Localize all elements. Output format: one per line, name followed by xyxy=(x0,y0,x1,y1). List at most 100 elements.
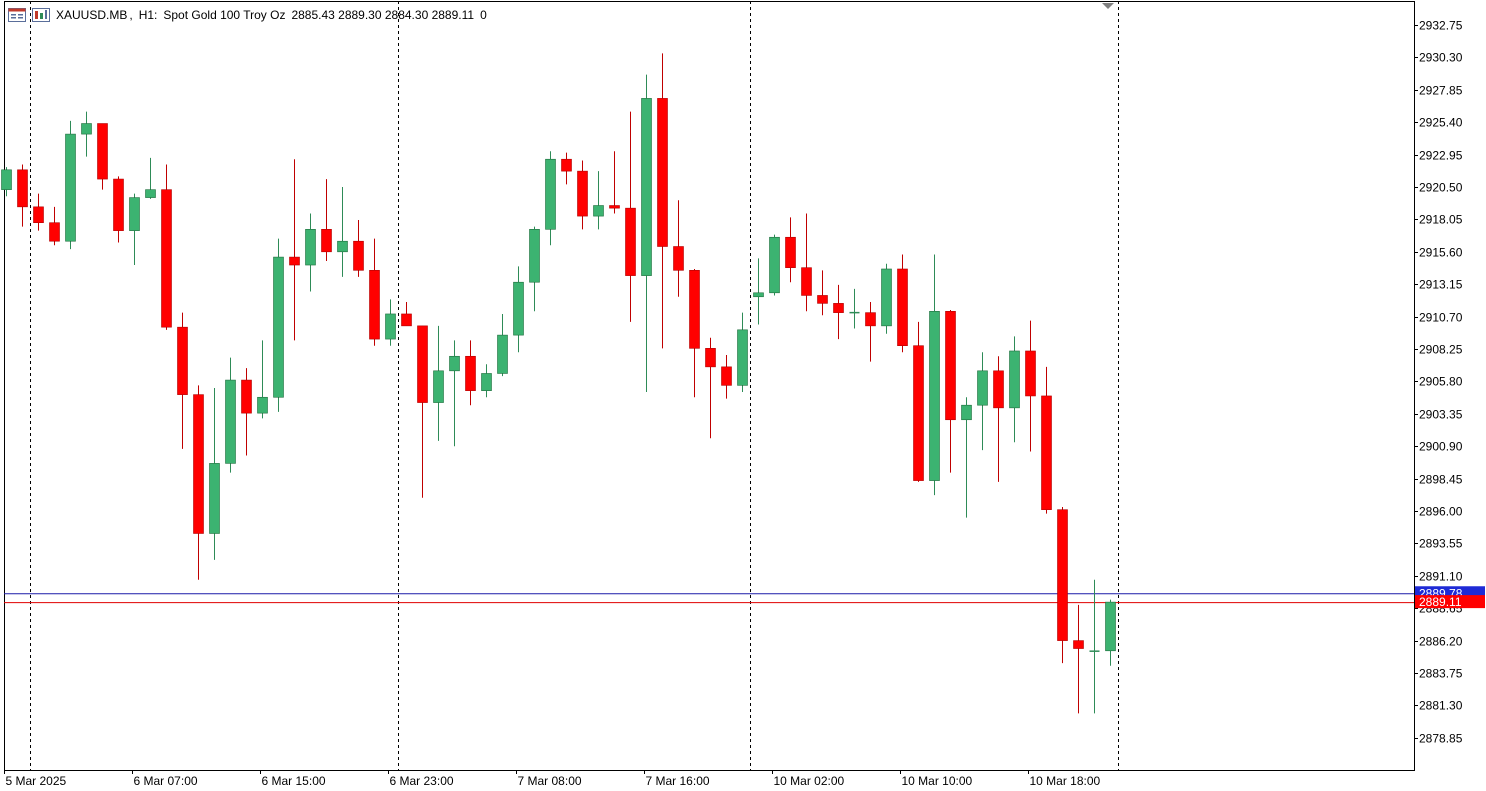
chart-shift-marker-icon[interactable] xyxy=(1102,3,1114,9)
candle-57[interactable] xyxy=(913,321,924,482)
candle-9[interactable] xyxy=(145,157,156,199)
candle-31[interactable] xyxy=(497,313,508,377)
candle-14[interactable] xyxy=(225,357,236,473)
candle-26[interactable] xyxy=(417,325,428,498)
candle-4[interactable] xyxy=(65,120,76,250)
candle-44[interactable] xyxy=(705,337,716,439)
candle-43[interactable] xyxy=(689,268,700,398)
candle-68[interactable] xyxy=(1089,579,1100,714)
candle-body xyxy=(561,158,572,172)
candle-body xyxy=(945,311,956,421)
candle-19[interactable] xyxy=(305,213,316,292)
price-tick-label: 2903.35 xyxy=(1419,408,1463,422)
candle-body xyxy=(497,334,508,374)
candle-51[interactable] xyxy=(817,270,828,316)
candle-59[interactable] xyxy=(945,309,956,473)
candle-20[interactable] xyxy=(321,179,332,262)
candle-37[interactable] xyxy=(593,171,604,230)
candle-1[interactable] xyxy=(17,164,28,227)
candle-body xyxy=(177,326,188,395)
candle-body xyxy=(449,355,460,372)
candle-55[interactable] xyxy=(881,263,892,334)
indicators-icon[interactable] xyxy=(32,8,50,22)
candle-34[interactable] xyxy=(545,151,556,246)
candle-17[interactable] xyxy=(273,238,284,412)
price-tick-label: 2898.45 xyxy=(1419,473,1463,487)
candle-body xyxy=(1,169,12,190)
candle-10[interactable] xyxy=(161,164,172,330)
candle-body xyxy=(209,463,220,534)
candle-body xyxy=(897,268,908,346)
candle-42[interactable] xyxy=(673,200,684,297)
candle-15[interactable] xyxy=(241,368,252,456)
candle-body xyxy=(737,329,748,386)
candle-21[interactable] xyxy=(337,187,348,277)
candle-63[interactable] xyxy=(1009,336,1020,443)
candle-13[interactable] xyxy=(209,388,220,560)
candle-5[interactable] xyxy=(81,111,92,157)
candle-49[interactable] xyxy=(785,217,796,283)
candle-33[interactable] xyxy=(529,226,540,312)
candle-54[interactable] xyxy=(865,302,876,362)
price-tick-label: 2922.95 xyxy=(1419,149,1463,163)
candle-60[interactable] xyxy=(961,397,972,518)
price-tick-label: 2893.55 xyxy=(1419,537,1463,551)
candle-body xyxy=(289,256,300,266)
candle-65[interactable] xyxy=(1041,366,1052,514)
candle-62[interactable] xyxy=(993,356,1004,482)
time-axis[interactable]: 5 Mar 2025 6 Mar 07:00 6 Mar 15:00 6 Mar 23… xyxy=(4,770,1101,788)
candle-body xyxy=(513,281,524,336)
candle-22[interactable] xyxy=(353,220,364,277)
candle-39[interactable] xyxy=(625,111,636,322)
candle-47[interactable] xyxy=(753,258,764,325)
candle-12[interactable] xyxy=(193,385,204,580)
candle-53[interactable] xyxy=(849,288,860,329)
candle-56[interactable] xyxy=(897,254,908,353)
candle-46[interactable] xyxy=(737,312,748,392)
candle-58[interactable] xyxy=(929,254,940,496)
candle-7[interactable] xyxy=(113,176,124,243)
candles[interactable] xyxy=(1,53,1116,714)
candle-36[interactable] xyxy=(577,160,588,230)
candle-64[interactable] xyxy=(1025,320,1036,452)
candle-24[interactable] xyxy=(385,299,396,346)
candle-8[interactable] xyxy=(129,193,140,266)
candle-52[interactable] xyxy=(833,284,844,340)
candle-25[interactable] xyxy=(401,302,412,327)
price-axis[interactable]: 2932.75 2930.30 2927.85 2925.40 2922.95 2920.… xyxy=(1414,19,1463,746)
candle-45[interactable] xyxy=(721,354,732,399)
candle-40[interactable] xyxy=(641,74,652,392)
candle-16[interactable] xyxy=(257,340,268,419)
candle-67[interactable] xyxy=(1073,604,1084,714)
candle-38[interactable] xyxy=(609,151,620,214)
candle-48[interactable] xyxy=(769,234,780,296)
candle-30[interactable] xyxy=(481,364,492,398)
candle-27[interactable] xyxy=(433,325,444,441)
symbol-name: XAUUSD.MB xyxy=(56,8,128,22)
candle-body xyxy=(609,205,620,209)
candle-29[interactable] xyxy=(465,340,476,406)
candle-body xyxy=(481,373,492,391)
candle-6[interactable] xyxy=(97,123,108,190)
time-tick-label: 10 Mar 18:00 xyxy=(1030,774,1101,788)
candle-32[interactable] xyxy=(513,266,524,353)
candle-41[interactable] xyxy=(657,53,668,349)
candle-66[interactable] xyxy=(1057,507,1068,664)
bid-price-tag-bg xyxy=(1415,595,1485,609)
candle-23[interactable] xyxy=(369,238,380,346)
candle-61[interactable] xyxy=(977,352,988,451)
candle-69[interactable] xyxy=(1105,599,1116,666)
chart-window-icon[interactable] xyxy=(8,8,26,22)
candle-3[interactable] xyxy=(49,206,60,246)
candle-0[interactable] xyxy=(1,167,12,197)
candle-2[interactable] xyxy=(33,193,44,231)
time-tick-label: 7 Mar 16:00 xyxy=(646,774,710,788)
candle-11[interactable] xyxy=(177,312,188,449)
candle-18[interactable] xyxy=(289,159,300,341)
price-tick-label: 2891.10 xyxy=(1419,570,1463,584)
candle-28[interactable] xyxy=(449,340,460,447)
candle-35[interactable] xyxy=(561,152,572,185)
candle-50[interactable] xyxy=(801,213,812,312)
